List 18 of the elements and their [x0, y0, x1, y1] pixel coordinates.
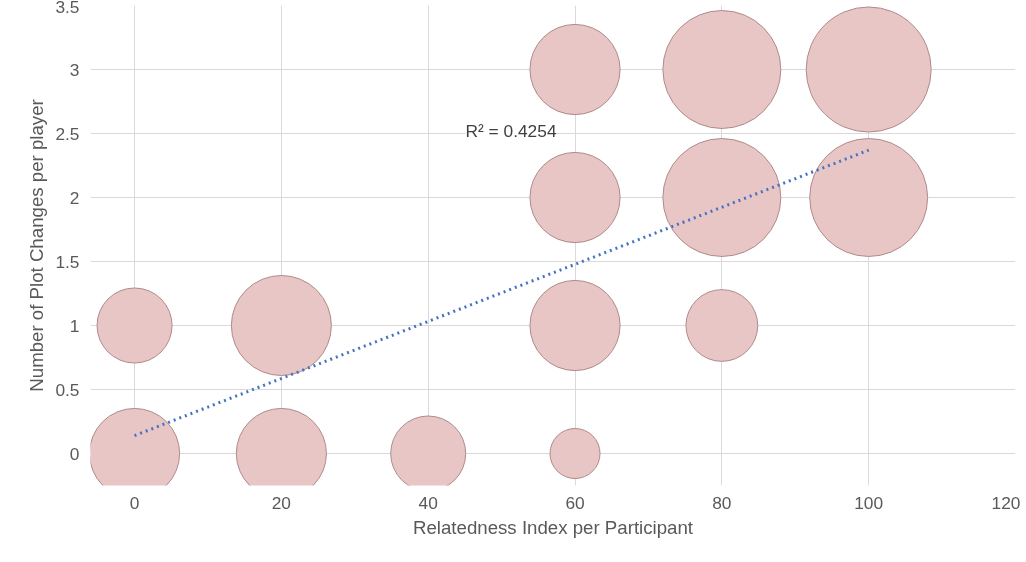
x-tick-label: 0	[129, 492, 140, 513]
y-tick-label: 3	[69, 59, 80, 80]
y-tick-label: 0	[69, 443, 80, 464]
y-tick-label: 0.5	[55, 379, 80, 400]
annotation: R² = 0.4254	[465, 120, 557, 141]
y-tick-label: 3.5	[55, 0, 80, 17]
y-axis-title: Number of Plot Changes per player	[26, 99, 48, 392]
y-tick-label: 1	[69, 315, 80, 336]
y-tick-label: 2	[69, 187, 80, 208]
x-tick-label: 120	[991, 492, 1021, 513]
x-tick-label: 60	[565, 492, 585, 513]
x-tick-label: 80	[712, 492, 732, 513]
x-axis-title: Relatedness Index per Participant	[413, 516, 694, 538]
y-tick-label: 1.5	[55, 251, 80, 272]
y-tick-label: 2.5	[55, 123, 80, 144]
x-tick-label: 40	[418, 492, 438, 513]
x-tick-label: 20	[271, 492, 292, 513]
x-tick-label: 100	[854, 492, 884, 513]
